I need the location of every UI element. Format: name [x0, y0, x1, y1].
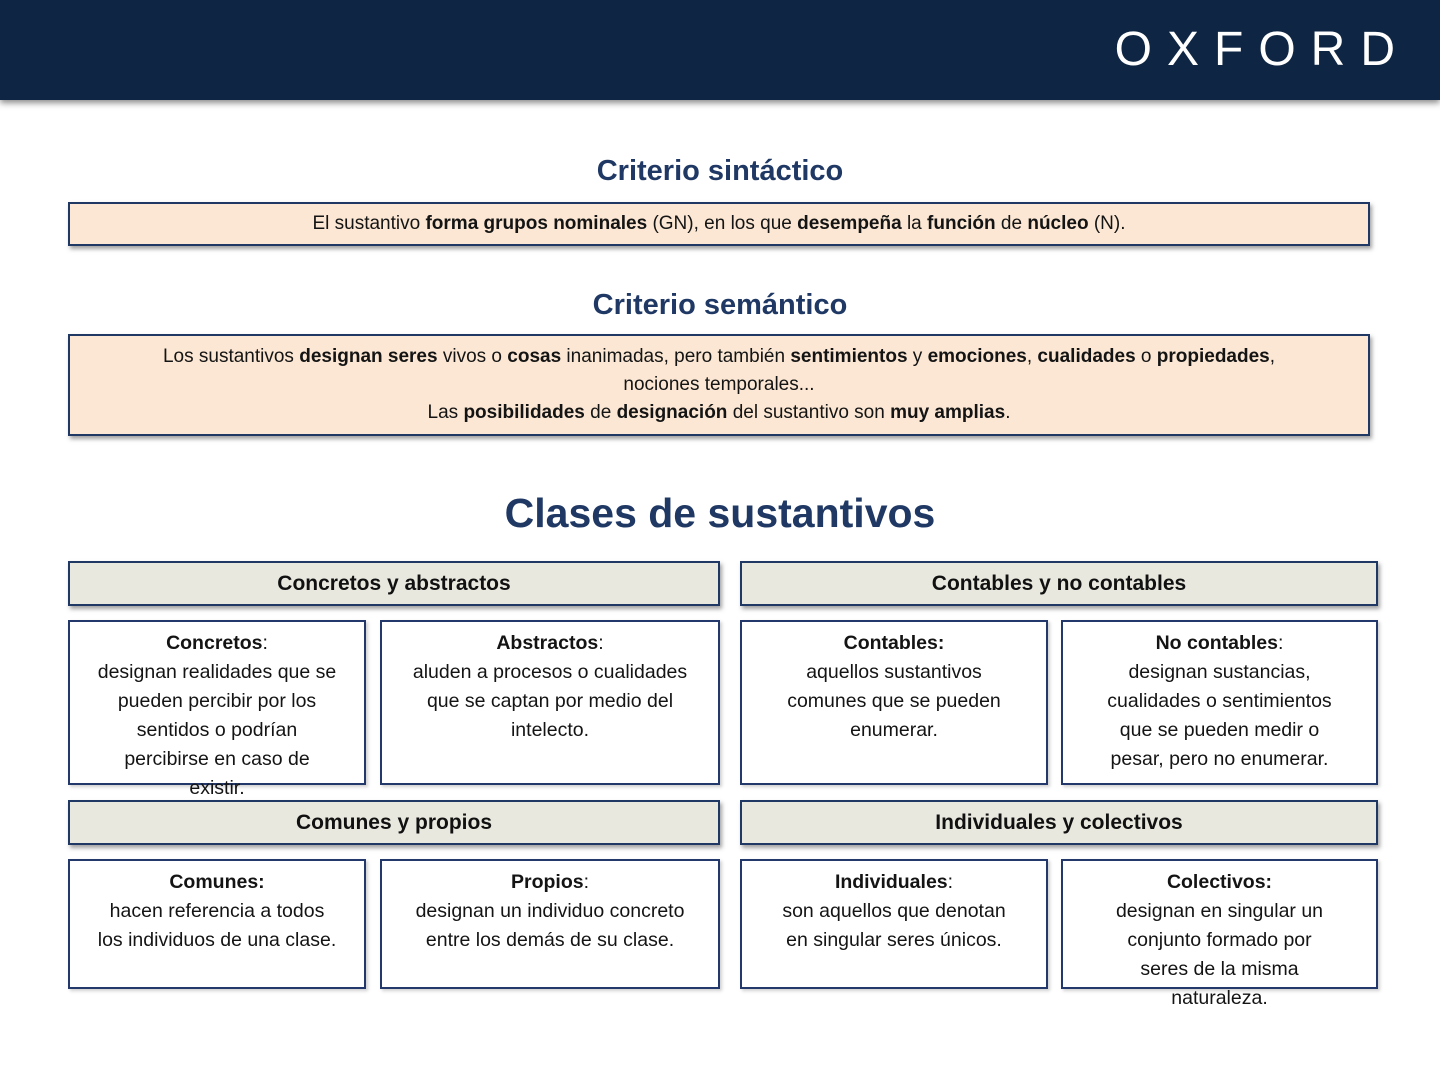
card-no-contables: No contables: designan sustancias, cuali…	[1061, 620, 1378, 785]
section-title-semantico: Criterio semántico	[592, 289, 848, 321]
group-header-individuales-colectivos: Individuales y colectivos	[740, 800, 1378, 845]
card-body: designan en singular un conjunto formado…	[1115, 900, 1324, 1009]
card-title: Individuales:	[834, 871, 954, 893]
card-row: Concretos: designan realidades que se pu…	[68, 620, 720, 799]
card-title: Colectivos:	[1166, 871, 1273, 893]
card-body: son aquellos que denotan en singular ser…	[782, 900, 1006, 951]
card-colectivos: Colectivos: designan en singular un conj…	[1061, 859, 1378, 1009]
card-individuales: Individuales: son aquellos que denotan e…	[740, 859, 1048, 989]
definition-text: El sustantivo forma grupos nominales (GN…	[312, 213, 1126, 234]
card-contables: Contables: aquellos sustantivos comunes …	[740, 620, 1048, 785]
card-title: Comunes:	[169, 871, 265, 893]
card-abstractos: Abstractos: aluden a procesos o cualidad…	[380, 620, 720, 785]
group-header-contables-no-contables: Contables y no contables	[740, 561, 1378, 606]
card-row: Comunes: hacen referencia a todos los in…	[68, 859, 720, 989]
group-header-concretos-abstractos: Concretos y abstractos	[68, 561, 720, 606]
card-body: designan un individuo concreto entre los…	[415, 900, 685, 951]
card-propios: Propios: designan un individuo concreto …	[380, 859, 720, 989]
grid-column-right: Contables y no contables Contables: aque…	[740, 561, 1378, 1009]
card-body: hacen referencia a todos los individuos …	[97, 900, 337, 951]
grid-column-left: Concretos y abstractos Concretos: design…	[68, 561, 720, 989]
card-body: designan realidades que se pueden percib…	[97, 661, 337, 799]
card-concretos: Concretos: designan realidades que se pu…	[68, 620, 366, 799]
definition-box-sintactico: El sustantivo forma grupos nominales (GN…	[68, 202, 1370, 246]
definition-text: Los sustantivos designan seres vivos o c…	[162, 346, 1276, 395]
page-title: Clases de sustantivos	[504, 490, 936, 536]
card-title: Contables:	[843, 632, 945, 654]
definition-text: Las posibilidades de designación del sus…	[427, 402, 1011, 423]
card-title: Concretos:	[166, 632, 268, 654]
card-title: Propios:	[510, 871, 589, 893]
card-row: Individuales: son aquellos que denotan e…	[740, 859, 1378, 1009]
slide-content: Criterio sintáctico El sustantivo forma …	[0, 154, 1440, 1009]
section-title-sintactico: Criterio sintáctico	[596, 155, 844, 187]
definition-box-semantico: Los sustantivos designan seres vivos o c…	[68, 334, 1370, 436]
card-body: aquellos sustantivos comunes que se pued…	[787, 661, 1001, 741]
group-header-comunes-propios: Comunes y propios	[68, 800, 720, 845]
card-body: aluden a procesos o cualidades que se ca…	[412, 661, 688, 741]
classes-grid: Concretos y abstractos Concretos: design…	[68, 561, 1378, 1009]
card-comunes: Comunes: hacen referencia a todos los in…	[68, 859, 366, 989]
card-row: Contables: aquellos sustantivos comunes …	[740, 620, 1378, 785]
oxford-logo: OXFORD	[1114, 23, 1410, 76]
card-title: No contables:	[1155, 632, 1284, 654]
header-bar: OXFORD	[0, 0, 1440, 100]
card-body: designan sustancias, cualidades o sentim…	[1107, 661, 1332, 770]
card-title: Abstractos:	[496, 632, 604, 654]
